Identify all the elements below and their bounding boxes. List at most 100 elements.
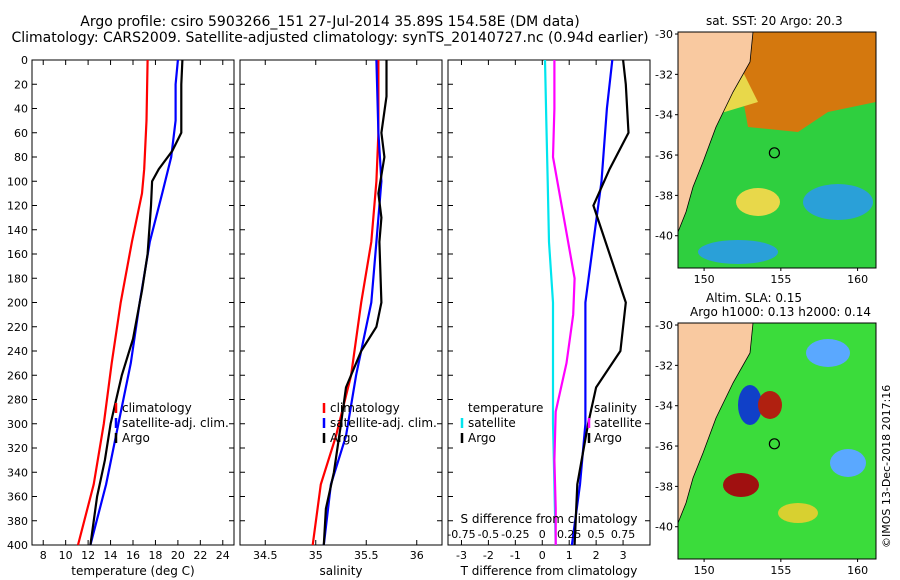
y-tick-label: 260	[7, 369, 28, 382]
legend-label: Argo	[122, 431, 150, 445]
legend-label: climatology	[122, 401, 192, 415]
x-tick-label: 10	[59, 549, 73, 562]
x-tick-label: 14	[104, 549, 118, 562]
cool-water-region	[698, 240, 778, 264]
land-area	[677, 322, 754, 524]
x-tick-label: 1	[566, 549, 573, 562]
y-tick-label: 140	[7, 224, 28, 237]
x-axis-label-temperature: temperature (deg C)	[71, 564, 194, 578]
map-frame-sst	[677, 31, 877, 269]
x-tick-label: 16	[126, 549, 140, 562]
y-tick-label: 160	[7, 248, 28, 261]
legend-label: salinity	[594, 401, 637, 415]
map-y-tick-label: -36	[655, 440, 673, 453]
map-y-tick-label: -30	[655, 319, 673, 332]
map-frame-sla	[677, 322, 877, 560]
y-tick-label: 320	[7, 442, 28, 455]
x-tick-label: 34.5	[253, 549, 278, 562]
series-line-argo	[89, 59, 184, 546]
positive-anomaly	[758, 391, 782, 419]
legend-label: temperature	[468, 401, 543, 415]
series-line-satellite-adj-clim-	[322, 59, 383, 546]
map-x-tick-label: 155	[770, 273, 791, 286]
x-axis-label-differences: T difference from climatology	[460, 564, 638, 578]
y-tick-label: 360	[7, 491, 28, 504]
y-tick-label: 240	[7, 345, 28, 358]
map-x-tick-label: 155	[770, 564, 791, 577]
map-y-tick-label: -36	[655, 149, 673, 162]
y-tick-label: 60	[14, 127, 28, 140]
legend-label: Argo	[594, 431, 622, 445]
sla-map-title-line-2: Argo h1000: 0.13 h2000: 0.14	[690, 305, 871, 319]
map-y-tick-label: -40	[655, 230, 673, 243]
map-x-tick-label: 160	[847, 273, 868, 286]
map-x-tick-label: 150	[694, 273, 715, 286]
legend-label: satellite	[468, 416, 516, 430]
x-tick-label: 24	[216, 549, 230, 562]
map-y-tick-label: -32	[655, 68, 673, 81]
map-y-tick-label: -38	[655, 480, 673, 493]
positive-anomaly	[723, 473, 759, 497]
x2-tick-label: -0.75	[447, 528, 475, 541]
sst-map-title: sat. SST: 20 Argo: 20.3	[706, 14, 843, 28]
legend-label: climatology	[330, 401, 400, 415]
y-tick-label: 220	[7, 321, 28, 334]
series-line-argo	[322, 60, 388, 546]
negative-anomaly	[830, 449, 866, 477]
x-tick-label: 3	[620, 549, 627, 562]
chart-title-line-1: Argo profile: csiro 5903266_151 27-Jul-2…	[80, 14, 580, 30]
x-tick-label: 12	[81, 549, 95, 562]
legend-label: satellite	[594, 416, 642, 430]
argo-position-marker	[768, 438, 780, 450]
x-tick-label: 35	[309, 549, 323, 562]
x-tick-label: -1	[510, 549, 521, 562]
y-tick-label: 20	[14, 78, 28, 91]
x-axis-label-salinity: salinity	[319, 564, 362, 578]
legend-label: satellite-adj. clim.	[330, 416, 437, 430]
y-tick-label: 0	[21, 54, 28, 67]
legend-label: Argo	[468, 431, 496, 445]
plot-frame-salinity	[239, 59, 443, 546]
y-tick-label: 300	[7, 418, 28, 431]
y-tick-label: 120	[7, 200, 28, 213]
y-tick-label: 40	[14, 103, 28, 116]
imos-credit: ©IMOS 13-Dec-2018 2017:16	[880, 384, 893, 548]
negative-anomaly	[806, 339, 850, 367]
map-y-tick-label: -32	[655, 359, 673, 372]
x2-tick-label: 0.5	[587, 528, 605, 541]
sla-map-title-line-1: Altim. SLA: 0.15	[706, 291, 803, 305]
x2-tick-label: -0.5	[478, 528, 499, 541]
y-tick-label: 80	[14, 151, 28, 164]
x-tick-label: 2	[593, 549, 600, 562]
y-tick-label: 400	[7, 539, 28, 552]
x-tick-label: 22	[193, 549, 207, 562]
series-line-climatology	[311, 60, 380, 546]
positive-anomaly	[778, 503, 818, 523]
warm-water-region	[738, 32, 876, 132]
map-y-tick-label: -38	[655, 189, 673, 202]
negative-anomaly	[738, 385, 762, 425]
land-area	[677, 31, 754, 233]
plot-frame-temperature	[31, 59, 235, 546]
y-tick-label: 380	[7, 515, 28, 528]
x-tick-label: -2	[483, 549, 494, 562]
y-tick-label: 200	[7, 297, 28, 310]
map-y-tick-label: -34	[655, 400, 673, 413]
x-tick-label: 0	[539, 549, 546, 562]
y-tick-label: 180	[7, 272, 28, 285]
warm-water-region	[736, 188, 780, 216]
x-tick-label: 20	[171, 549, 185, 562]
x2-tick-label: 0.25	[557, 528, 582, 541]
argo-position-marker	[768, 147, 780, 159]
y-tick-label: 100	[7, 175, 28, 188]
plot-frame-differences	[447, 59, 651, 546]
cool-water-region	[803, 184, 873, 220]
y-tick-label: 280	[7, 394, 28, 407]
x-tick-label: 35.5	[354, 549, 379, 562]
series-line-satellite-adj-clim-	[89, 59, 179, 546]
map-y-tick-label: -30	[655, 28, 673, 41]
series-line-climatology	[76, 59, 149, 546]
series-line-s-satellite	[551, 60, 576, 545]
chart-title-line-2: Climatology: CARS2009. Satellite-adjuste…	[11, 30, 649, 46]
